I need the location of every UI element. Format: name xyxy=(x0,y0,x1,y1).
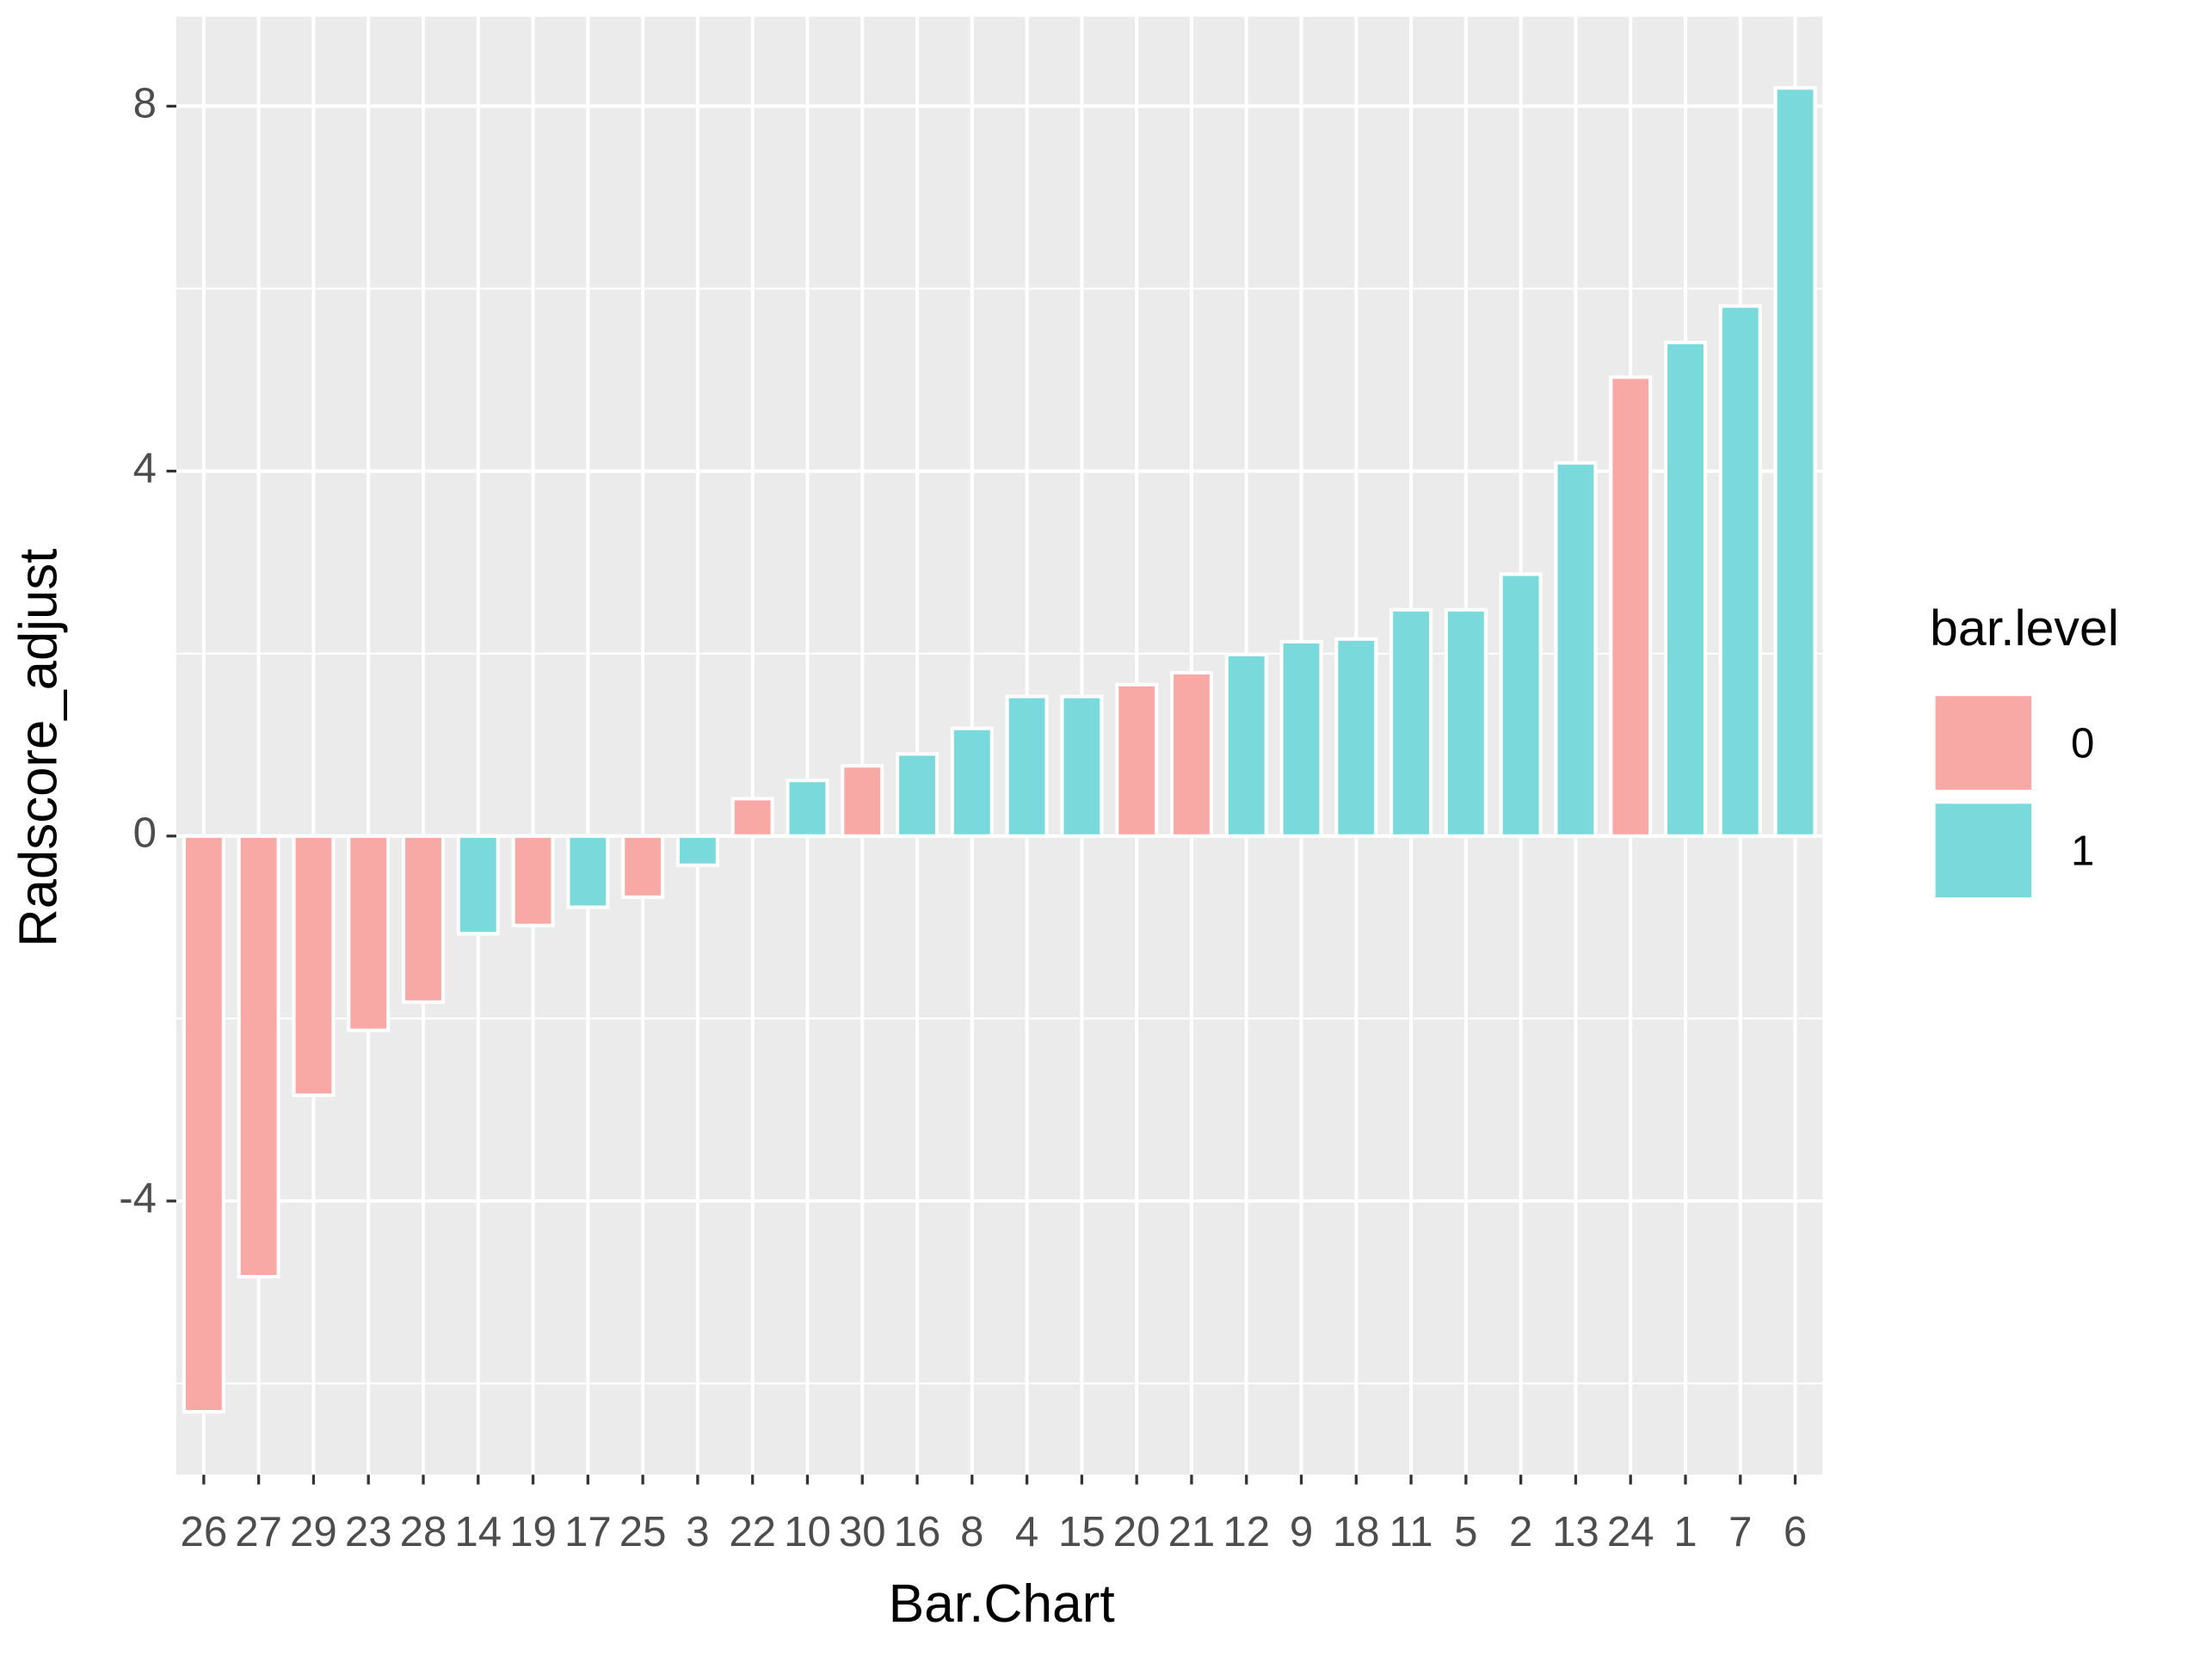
x-tick-label: 1 xyxy=(1673,1509,1697,1555)
bar xyxy=(1334,637,1378,838)
bar xyxy=(401,834,445,1004)
bar xyxy=(675,834,719,867)
x-tick-label: 6 xyxy=(1784,1509,1807,1555)
x-tick-label: 3 xyxy=(686,1509,709,1555)
y-axis-title: Radscore_adjust xyxy=(9,549,68,947)
legend-key xyxy=(1935,696,2032,791)
bar xyxy=(237,834,280,1279)
x-tick-label: 4 xyxy=(1015,1509,1038,1555)
x-tick-label: 10 xyxy=(784,1509,831,1555)
bar xyxy=(1444,607,1488,838)
bar xyxy=(292,834,336,1098)
legend-label: 1 xyxy=(2071,828,2094,875)
x-tick-label: 25 xyxy=(619,1509,667,1555)
bar xyxy=(1005,694,1049,838)
bar xyxy=(1773,86,1817,838)
x-tick-label: 18 xyxy=(1333,1509,1380,1555)
x-tick-label: 24 xyxy=(1607,1509,1654,1555)
legend-key xyxy=(1935,804,2032,898)
x-tick-label: 15 xyxy=(1058,1509,1106,1555)
x-tick-label: 12 xyxy=(1223,1509,1270,1555)
bar xyxy=(730,797,774,838)
bar xyxy=(621,834,665,899)
bar xyxy=(1609,375,1653,838)
bar xyxy=(1663,341,1708,838)
panel xyxy=(176,16,1823,1475)
legend-label: 0 xyxy=(2071,721,2094,767)
bar xyxy=(456,834,500,936)
x-tick-label: 19 xyxy=(509,1509,557,1555)
x-tick-label: 14 xyxy=(454,1509,502,1555)
x-axis-title: Bar.Chart xyxy=(889,1574,1115,1634)
bar xyxy=(786,779,829,838)
x-tick-label: 22 xyxy=(729,1509,776,1555)
bar xyxy=(1389,607,1433,838)
x-tick-label: 7 xyxy=(1728,1509,1752,1555)
x-tick-label: 21 xyxy=(1168,1509,1216,1555)
y-tick-label: 4 xyxy=(133,446,157,492)
bar xyxy=(896,752,940,838)
bar xyxy=(511,834,555,927)
x-tick-label: 8 xyxy=(960,1509,983,1555)
x-tick-label: 16 xyxy=(894,1509,941,1555)
x-tick-label: 27 xyxy=(235,1509,282,1555)
bar xyxy=(1554,461,1598,838)
bar xyxy=(347,834,391,1032)
x-tick-label: 23 xyxy=(345,1509,392,1555)
bar xyxy=(841,764,884,838)
bar xyxy=(1279,639,1323,838)
bar xyxy=(1169,670,1213,838)
y-tick-label: -4 xyxy=(119,1175,157,1222)
x-tick-label: 26 xyxy=(180,1509,227,1555)
y-tick-label: 0 xyxy=(133,810,157,857)
y-tick-label: 8 xyxy=(133,80,157,126)
bar xyxy=(950,726,994,838)
bar xyxy=(1224,652,1268,838)
x-tick-label: 5 xyxy=(1454,1509,1477,1555)
bar xyxy=(182,834,225,1414)
bar xyxy=(1060,694,1104,838)
x-tick-label: 11 xyxy=(1389,1509,1433,1555)
x-tick-label: 2 xyxy=(1509,1509,1532,1555)
x-tick-label: 20 xyxy=(1113,1509,1161,1555)
bar xyxy=(1499,572,1543,838)
x-tick-label: 28 xyxy=(400,1509,447,1555)
x-tick-label: 17 xyxy=(564,1509,612,1555)
bar xyxy=(1718,304,1762,838)
x-tick-label: 9 xyxy=(1290,1509,1313,1555)
x-tick-label: 30 xyxy=(839,1509,886,1555)
x-tick-label: 29 xyxy=(290,1509,337,1555)
legend-title: bar.level xyxy=(1930,600,2119,656)
bar xyxy=(566,834,610,909)
x-tick-label: 13 xyxy=(1552,1509,1599,1555)
bar xyxy=(1115,682,1159,838)
